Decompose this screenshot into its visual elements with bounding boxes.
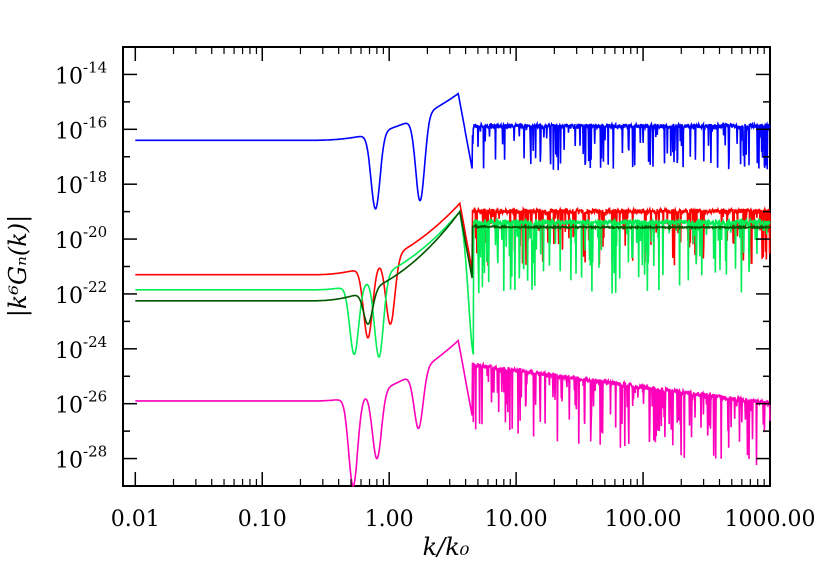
- series-layer: [135, 92, 771, 488]
- y-tick-label: 10-22: [55, 278, 107, 309]
- x-tick-label: 100.00: [605, 507, 682, 532]
- series-line-5: [135, 338, 771, 488]
- y-tick-label: 10-28: [55, 443, 107, 474]
- series-line-1: [135, 92, 771, 210]
- x-tick-label: 10.00: [485, 507, 548, 532]
- series-line-4: [135, 209, 771, 325]
- x-axis-title: k/k₀: [423, 533, 470, 561]
- tick-layer: [123, 46, 771, 487]
- series-line-2: [135, 201, 771, 339]
- y-axis-title: |k⁶Gₙ(k)|: [4, 215, 33, 318]
- y-tick-labels: 10-14 10-16 10-18 10-20 10-22 10-24 10-26 10-28: [55, 58, 107, 473]
- y-tick-label: 10-18: [55, 168, 107, 199]
- y-tick-label: 10-16: [55, 113, 107, 144]
- x-tick-label: 0.01: [111, 507, 160, 532]
- x-tick-label: 1.00: [365, 507, 414, 532]
- y-tick-label: 10-24: [55, 333, 107, 364]
- y-tick-label: 10-20: [55, 223, 107, 254]
- y-tick-label: 10-14: [55, 58, 107, 89]
- x-tick-label: 0.10: [238, 507, 287, 532]
- x-tick-labels: 0.01 0.10 1.00 10.00 100.00 1000.00: [111, 507, 816, 532]
- x-tick-label: 1000.00: [725, 507, 816, 532]
- y-tick-label: 10-26: [55, 388, 107, 419]
